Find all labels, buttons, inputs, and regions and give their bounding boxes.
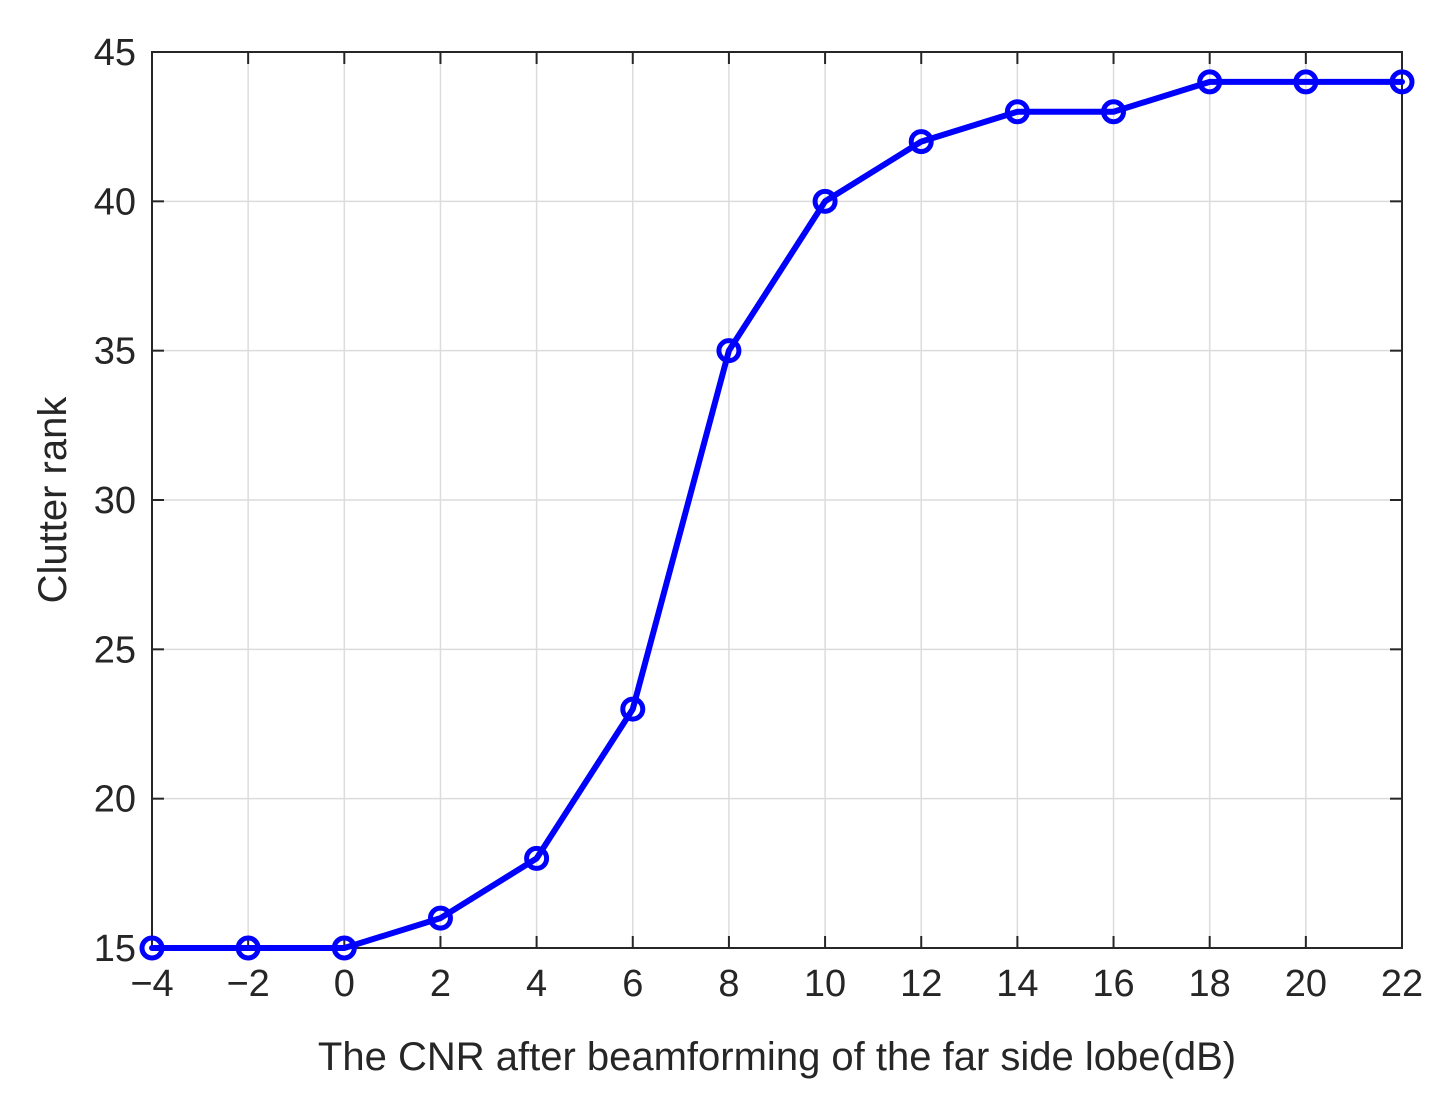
data-point-marker (716, 338, 742, 364)
x-tick-label: 12 (900, 963, 942, 1005)
data-point-marker (1197, 69, 1223, 95)
x-tick-label: 22 (1381, 963, 1423, 1005)
data-point-marker (235, 935, 261, 961)
x-tick-label: −4 (130, 963, 173, 1005)
y-tick-label: 40 (94, 181, 136, 223)
x-tick-label: 8 (718, 963, 739, 1005)
data-point-marker (1101, 99, 1127, 125)
x-tick-label: 6 (622, 963, 643, 1005)
series-line (149, 78, 1405, 951)
y-tick-label: 35 (94, 331, 136, 373)
y-tick-label: 30 (94, 480, 136, 522)
x-tick-label: −2 (226, 963, 269, 1005)
x-tick-label: 4 (526, 963, 547, 1005)
y-axis-label: Clutter rank (31, 396, 75, 604)
data-point-marker (331, 935, 357, 961)
x-tick-label: 2 (430, 963, 451, 1005)
y-tick-label: 45 (94, 32, 136, 74)
y-tick-label: 20 (94, 779, 136, 821)
y-tick-label: 15 (94, 928, 136, 970)
x-axis-label: The CNR after beamforming of the far sid… (318, 1035, 1236, 1079)
data-point-marker (908, 129, 934, 155)
x-tick-label: 20 (1285, 963, 1327, 1005)
series-group (139, 69, 1415, 961)
x-tick-label: 0 (334, 963, 355, 1005)
data-point-marker (524, 845, 550, 871)
data-point-marker (427, 905, 453, 931)
y-tick-label: 25 (94, 629, 136, 671)
data-point-marker (139, 935, 165, 961)
data-point-marker (812, 188, 838, 214)
y-tick-labels: 15 20 25 30 35 40 45 (94, 32, 136, 970)
x-tick-label: 10 (804, 963, 846, 1005)
data-point-marker (1004, 99, 1030, 125)
x-tick-label: 16 (1092, 963, 1134, 1005)
data-point-marker (1389, 69, 1415, 95)
data-point-marker (1293, 69, 1319, 95)
x-tick-labels: −4 −2 0 2 4 6 8 10 12 14 16 18 20 22 (130, 963, 1423, 1005)
data-point-marker (620, 696, 646, 722)
axes-box (151, 51, 1403, 949)
x-tick-label: 14 (996, 963, 1038, 1005)
x-tick-label: 18 (1189, 963, 1231, 1005)
